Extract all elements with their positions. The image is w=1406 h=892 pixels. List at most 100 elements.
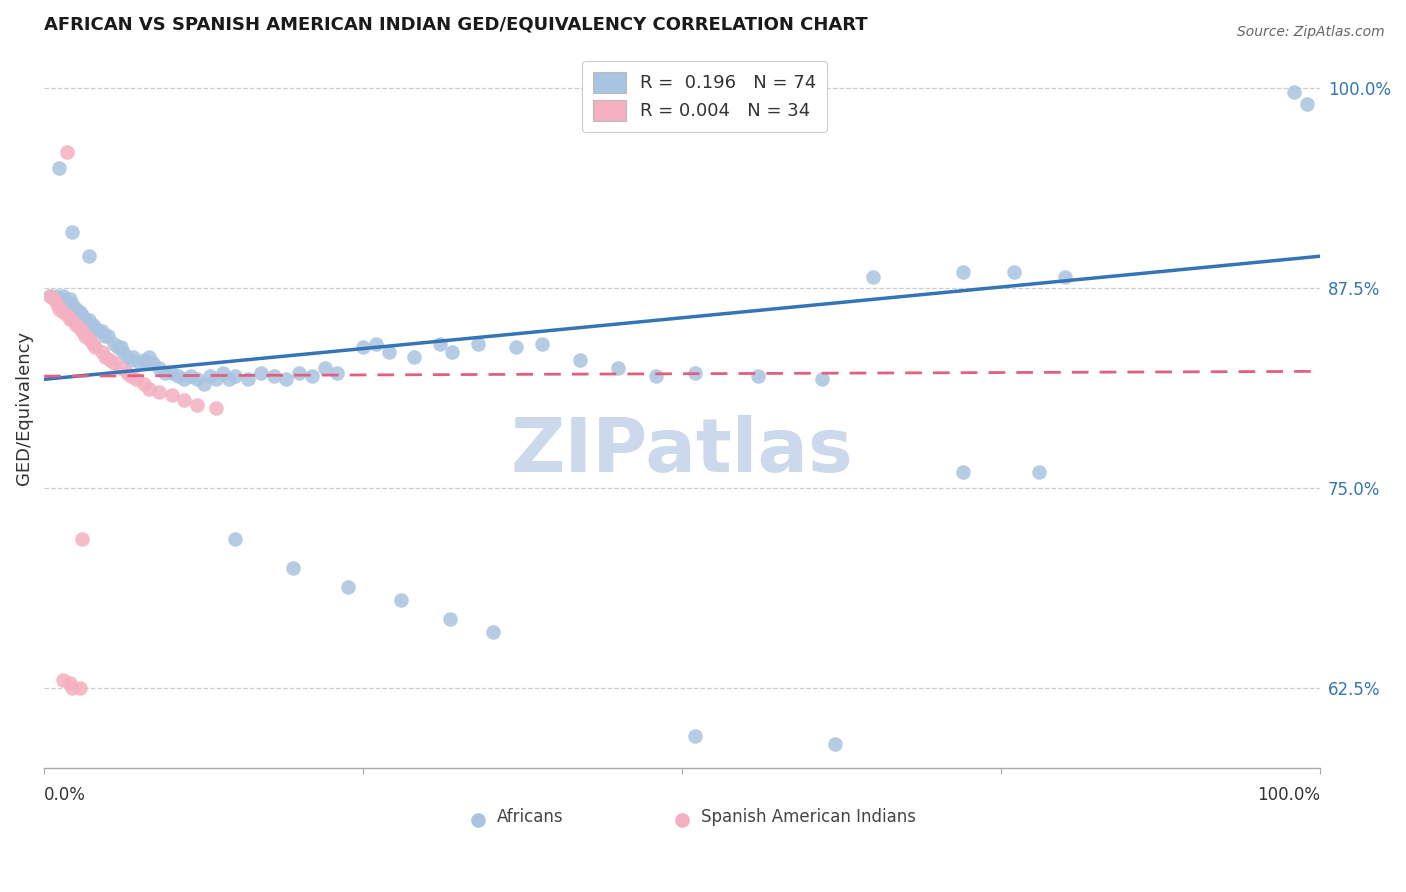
- Point: [39, 289, 62, 303]
- Point: [352, 340, 374, 354]
- Point: [77, 332, 100, 346]
- Point: [645, 369, 668, 384]
- Point: [250, 366, 273, 380]
- Point: [186, 372, 208, 386]
- Point: [59, 293, 82, 307]
- Point: [530, 337, 553, 351]
- Y-axis label: GED/Equivalency: GED/Equivalency: [15, 331, 32, 485]
- Point: [198, 369, 221, 384]
- Point: [48, 161, 70, 176]
- Text: Source: ZipAtlas.com: Source: ZipAtlas.com: [1237, 25, 1385, 39]
- Point: [94, 329, 117, 343]
- Text: ZIPatlas: ZIPatlas: [510, 415, 853, 488]
- Point: [125, 372, 148, 386]
- Point: [103, 356, 125, 370]
- Point: [45, 297, 67, 311]
- Point: [115, 350, 138, 364]
- Point: [132, 377, 155, 392]
- Point: [186, 398, 208, 412]
- Point: [238, 372, 260, 386]
- Point: [84, 340, 107, 354]
- Point: [218, 372, 240, 386]
- Point: [103, 337, 125, 351]
- Point: [148, 385, 170, 400]
- Point: [90, 325, 112, 339]
- Text: Spanish American Indians: Spanish American Indians: [702, 807, 917, 826]
- Point: [115, 366, 138, 380]
- Text: AFRICAN VS SPANISH AMERICAN INDIAN GED/EQUIVALENCY CORRELATION CHART: AFRICAN VS SPANISH AMERICAN INDIAN GED/E…: [44, 15, 868, 33]
- Point: [82, 337, 104, 351]
- Point: [60, 681, 83, 695]
- Point: [72, 309, 94, 323]
- Point: [69, 681, 91, 695]
- Point: [84, 321, 107, 335]
- Point: [72, 325, 94, 339]
- Point: [441, 345, 464, 359]
- Point: [180, 369, 202, 384]
- Point: [132, 353, 155, 368]
- Point: [52, 305, 75, 319]
- Point: [69, 305, 91, 319]
- Point: [60, 225, 83, 239]
- Point: [69, 321, 91, 335]
- Point: [429, 337, 451, 351]
- Point: [301, 369, 323, 384]
- Point: [952, 265, 974, 279]
- Point: [263, 369, 285, 384]
- Point: [205, 401, 228, 416]
- Point: [467, 337, 489, 351]
- Point: [77, 249, 100, 263]
- Point: [73, 311, 96, 326]
- Point: [683, 729, 706, 743]
- Point: [1053, 270, 1076, 285]
- Point: [389, 593, 412, 607]
- Point: [1282, 85, 1305, 99]
- Text: 100.0%: 100.0%: [1257, 786, 1320, 804]
- Legend: R =  0.196   N = 74, R = 0.004   N = 34: R = 0.196 N = 74, R = 0.004 N = 34: [582, 61, 827, 132]
- Point: [276, 372, 298, 386]
- Point: [97, 329, 120, 343]
- Point: [122, 350, 145, 364]
- Point: [86, 325, 108, 339]
- Point: [811, 372, 834, 386]
- Point: [44, 293, 66, 307]
- Point: [59, 311, 82, 326]
- Point: [56, 145, 79, 160]
- Point: [1296, 97, 1319, 112]
- Point: [60, 297, 83, 311]
- Point: [45, 289, 67, 303]
- Point: [48, 293, 70, 307]
- Point: [120, 353, 142, 368]
- Point: [1002, 265, 1025, 279]
- Point: [138, 382, 160, 396]
- Point: [94, 350, 117, 364]
- Point: [100, 353, 122, 368]
- Point: [1028, 465, 1050, 479]
- Point: [824, 737, 846, 751]
- Point: [65, 318, 87, 332]
- Point: [65, 301, 87, 316]
- Point: [135, 356, 157, 370]
- Point: [211, 366, 233, 380]
- Point: [281, 561, 304, 575]
- Point: [505, 340, 527, 354]
- Point: [148, 361, 170, 376]
- Point: [90, 345, 112, 359]
- Point: [160, 388, 183, 402]
- Point: [288, 366, 311, 380]
- Point: [82, 318, 104, 332]
- Point: [120, 369, 142, 384]
- Point: [39, 289, 62, 303]
- Point: [862, 270, 884, 285]
- Point: [364, 337, 387, 351]
- Point: [205, 372, 228, 386]
- Point: [138, 350, 160, 364]
- Point: [107, 340, 129, 354]
- Text: Africans: Africans: [496, 807, 564, 826]
- Point: [482, 624, 505, 639]
- Point: [224, 532, 246, 546]
- Point: [952, 465, 974, 479]
- Point: [48, 301, 70, 316]
- Text: 0.0%: 0.0%: [44, 786, 86, 804]
- Point: [77, 313, 100, 327]
